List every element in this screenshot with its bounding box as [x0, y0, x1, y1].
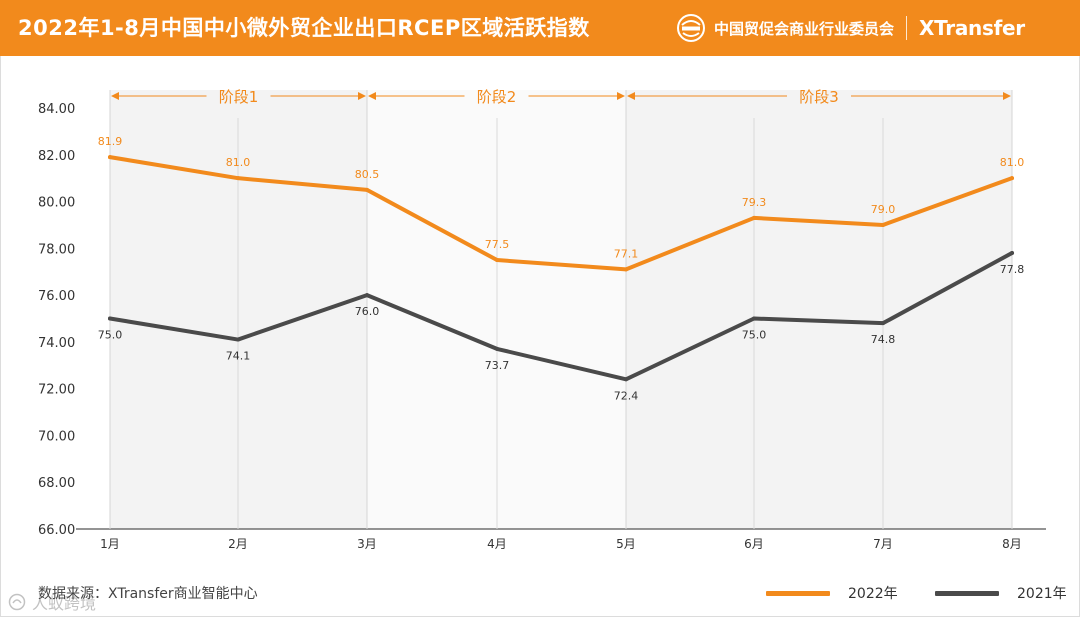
org-name: 中国贸促会商业行业委员会 [714, 19, 895, 38]
y-tick-label: 68.00 [38, 476, 75, 491]
x-tick-label: 1月 [100, 537, 120, 551]
chart-title: 2022年1-8月中国中小微外贸企业出口RCEP区域活跃指数 [18, 16, 590, 40]
data-label: 80.5 [355, 168, 380, 181]
legend-item-2022: 2022年 [766, 583, 898, 603]
x-tick-label: 4月 [487, 537, 507, 551]
x-tick-label: 2月 [228, 537, 248, 551]
data-label: 75.0 [742, 329, 767, 342]
data-label: 77.1 [614, 247, 639, 260]
legend-swatch-2021 [935, 590, 999, 596]
data-point [108, 155, 112, 160]
data-label: 81.9 [98, 135, 123, 148]
data-point [365, 187, 369, 192]
x-tick-label: 3月 [357, 537, 377, 551]
data-label: 81.0 [1000, 156, 1025, 169]
data-point [495, 346, 499, 351]
legend-item-2021: 2021年 [935, 583, 1067, 603]
legend-swatch-2022 [766, 590, 830, 596]
legend-label-2021: 2021年 [1017, 586, 1067, 602]
x-tick-label: 7月 [873, 537, 893, 551]
y-tick-label: 78.00 [38, 242, 75, 257]
data-label: 79.0 [871, 203, 896, 216]
x-tick-label: 5月 [616, 537, 636, 551]
data-point [752, 316, 756, 321]
data-point [624, 267, 628, 272]
y-tick-label: 74.00 [38, 336, 75, 351]
series-line-2022 [108, 155, 1014, 272]
data-point [624, 377, 628, 382]
data-label: 76.0 [355, 305, 380, 318]
y-tick-label: 66.00 [38, 523, 75, 538]
data-point [108, 316, 112, 321]
data-label: 77.8 [1000, 263, 1025, 276]
data-label: 74.8 [871, 333, 896, 346]
data-label: 79.3 [742, 196, 767, 209]
data-point [881, 321, 885, 326]
x-tick-label: 6月 [744, 537, 764, 551]
data-label: 74.1 [226, 350, 251, 363]
x-tick-label: 8月 [1002, 537, 1022, 551]
data-source-note: 数据来源：XTransfer商业智能中心 [38, 586, 258, 602]
data-point [1010, 251, 1014, 256]
data-point [236, 176, 240, 181]
series-line-2021 [108, 251, 1014, 382]
org-branding: 中国贸促会商业行业委员会 XTransfer [676, 10, 1025, 46]
data-label: 75.0 [98, 329, 123, 342]
y-tick-label: 72.00 [38, 383, 75, 398]
data-label: 73.7 [485, 359, 510, 372]
y-tick-label: 76.00 [38, 289, 75, 304]
stage-arrowhead [1003, 92, 1011, 100]
data-point [752, 215, 756, 220]
data-point [1010, 176, 1014, 181]
stage-arrowhead [358, 92, 366, 100]
stage-label-1: 阶段1 [219, 88, 259, 106]
y-tick-label: 70.00 [38, 429, 75, 444]
data-label: 77.5 [485, 238, 510, 251]
data-point [881, 222, 885, 227]
stage-label-2: 阶段2 [477, 88, 517, 106]
legend-label-2022: 2022年 [848, 586, 898, 602]
data-point [495, 258, 499, 263]
data-label: 81.0 [226, 156, 251, 169]
data-label: 72.4 [614, 389, 639, 402]
line-chart: 66.00 68.00 70.00 72.00 74.00 76.00 78.00 80.00… [38, 88, 1046, 551]
stage-arrowhead [617, 92, 625, 100]
data-point [365, 293, 369, 298]
watermark: 人蚁跨境 [8, 590, 96, 614]
ccpit-logo-icon [677, 14, 705, 42]
y-tick-label: 80.00 [38, 196, 75, 211]
header-divider [906, 16, 908, 40]
watermark-logo-icon [8, 593, 26, 611]
y-tick-label: 82.00 [38, 149, 75, 164]
stage-arrowhead [368, 92, 376, 100]
stage-label-3: 阶段3 [799, 88, 839, 106]
header-bar: 2022年1-8月中国中小微外贸企业出口RCEP区域活跃指数 中国贸促会商业行业… [0, 0, 1080, 56]
stage-arrowhead [627, 92, 635, 100]
brand-logo-text: XTransfer [919, 16, 1025, 40]
stage-panel-3 [626, 90, 1012, 529]
stage-arrowhead [111, 92, 119, 100]
y-tick-label: 84.00 [38, 102, 75, 117]
data-point [236, 337, 240, 342]
watermark-text: 人蚁跨境 [32, 594, 97, 613]
